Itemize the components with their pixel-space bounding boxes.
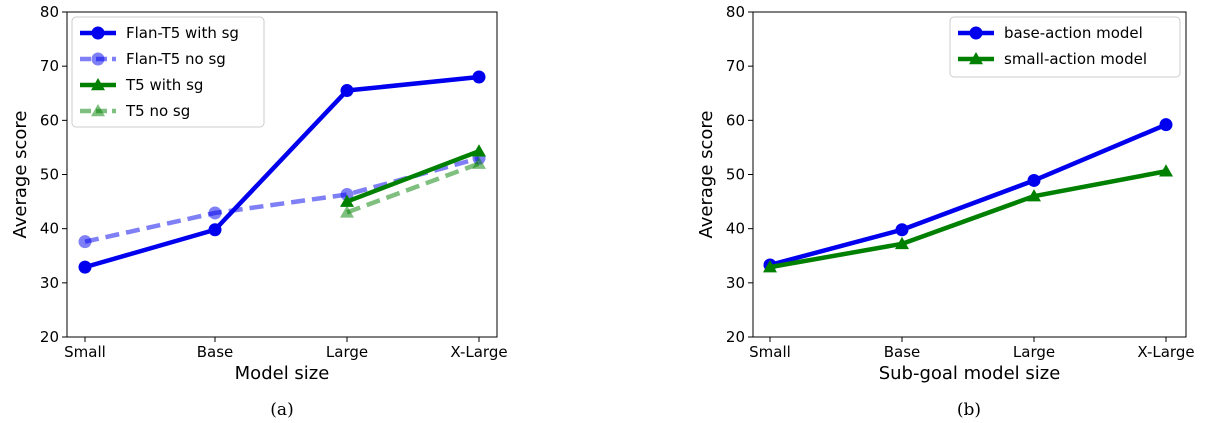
series-line-0-2 (346, 149, 480, 204)
legend-label-0-0: Flan-T5 with sg (126, 24, 239, 42)
legend-label-0-3: T5 no sg (125, 102, 190, 120)
legend-marker-0-1 (91, 52, 105, 66)
legend-box-0 (71, 16, 265, 128)
data-point-1-0-1 (895, 223, 909, 237)
y-tick-label-1-4: 60 (726, 111, 745, 129)
y-tick-label-0-0: 20 (40, 328, 59, 346)
legend-box-1 (949, 16, 1181, 78)
legend-marker-0-2 (91, 78, 105, 91)
series-line-0-0 (84, 74, 480, 270)
caption-1: (b) (957, 400, 981, 420)
data-point-0-1-2 (340, 188, 354, 202)
caption-0: (a) (270, 400, 293, 420)
x-tick-label-0-1: Base (197, 343, 234, 361)
y-tick-label-1-0: 20 (726, 328, 745, 346)
data-point-0-2-0 (340, 194, 354, 207)
data-point-0-3-1 (472, 156, 486, 169)
series-line-1-1 (769, 169, 1167, 270)
series-line-0-3 (346, 161, 480, 215)
y-tick-label-1-6: 80 (726, 3, 745, 21)
data-point-0-1-0 (78, 235, 92, 249)
data-point-0-3-0 (340, 205, 354, 218)
legend-label-0-2: T5 with sg (125, 76, 203, 94)
y-tick-label-1-5: 70 (726, 57, 745, 75)
x-axis-label-1: Sub-goal model size (879, 363, 1061, 384)
x-tick-label-0-0: Small (64, 343, 106, 361)
x-tick-label-0-3: X-Large (450, 343, 507, 361)
data-point-1-1-1 (895, 236, 909, 250)
x-tick-label-1-2: Large (1013, 343, 1055, 361)
series-line-0-1 (84, 156, 480, 244)
data-point-0-0-0 (78, 260, 92, 274)
data-point-1-0-2 (1027, 173, 1041, 187)
data-point-0-0-3 (472, 70, 486, 84)
y-tick-label-1-3: 50 (726, 166, 745, 184)
chart-0: 20 30 40 50 60 70 80 Small Base Large X-Large Model… (10, 3, 508, 420)
y-tick-label-0-6: 80 (40, 3, 59, 21)
legend-marker-1-0 (969, 26, 983, 40)
x-tick-label-1-3: X-Large (1137, 343, 1194, 361)
legend-label-1-1: small-action model (1004, 50, 1147, 68)
data-point-1-1-2 (1027, 189, 1041, 202)
y-tick-label-0-4: 60 (40, 111, 59, 129)
y-tick-label-0-1: 30 (40, 274, 59, 292)
y-tick-label-0-5: 70 (40, 57, 59, 75)
legend-marker-1-1 (969, 52, 983, 65)
data-point-1-1-0 (763, 260, 777, 273)
data-point-1-1-3 (1159, 164, 1173, 177)
data-point-0-0-2 (340, 84, 354, 98)
y-tick-label-1-1: 30 (726, 274, 745, 292)
legend-marker-0-0 (91, 26, 105, 40)
data-point-0-0-1 (208, 223, 222, 237)
y-tick-label-0-2: 40 (40, 220, 59, 238)
data-point-0-1-1 (208, 206, 222, 220)
data-point-1-0-3 (1159, 118, 1173, 132)
legend-label-1-0: base-action model (1004, 24, 1143, 42)
y-axis-label-1: Average score (696, 110, 717, 238)
x-tick-label-1-0: Small (749, 343, 791, 361)
y-tick-label-1-2: 40 (726, 220, 745, 238)
legend-marker-0-3 (91, 104, 105, 117)
x-tick-label-1-1: Base (884, 343, 921, 361)
y-axis-label-0: Average score (10, 110, 31, 238)
chart-1: 20 30 40 50 60 70 80 Small Base Large X-Large Sub-g… (696, 3, 1195, 420)
x-axis-label-0: Model size (235, 363, 330, 384)
y-tick-label-0-3: 50 (40, 166, 59, 184)
legend-label-0-1: Flan-T5 no sg (126, 50, 226, 68)
series-line-1-0 (769, 122, 1167, 268)
data-point-0-2-1 (472, 144, 486, 157)
x-tick-label-0-2: Large (326, 343, 368, 361)
